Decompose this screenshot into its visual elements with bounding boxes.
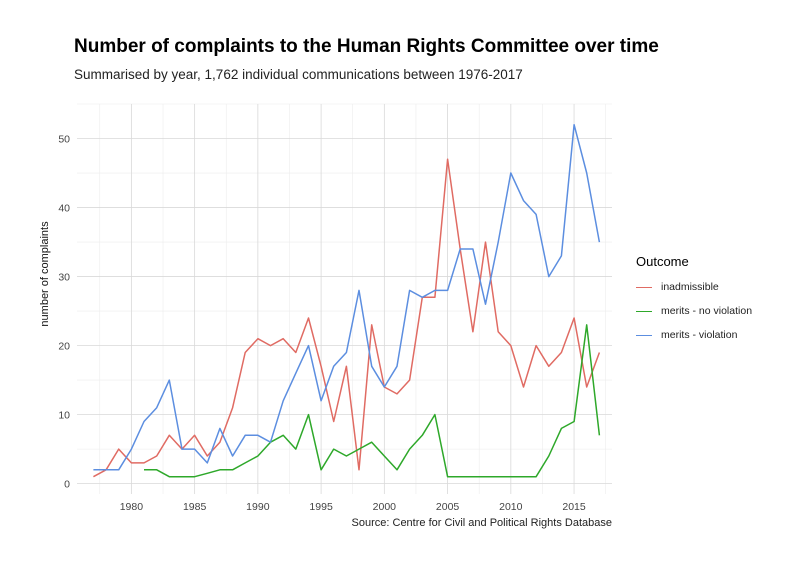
- legend-item: merits - violation: [636, 323, 752, 347]
- y-axis-tick-labels: 0 10 20 30 40 50: [58, 134, 70, 491]
- legend-key-line: [636, 334, 652, 336]
- x-tick-label: 2000: [373, 501, 397, 513]
- legend-items: inadmissible merits - no violation merits …: [636, 275, 752, 347]
- legend-title: Outcome: [636, 254, 689, 269]
- source-caption: Source: Centre for Civil and Political R…: [351, 517, 612, 529]
- y-tick-label: 50: [58, 134, 70, 146]
- y-tick-label: 20: [58, 341, 70, 353]
- legend-key-line: [636, 286, 652, 288]
- x-axis-tick-labels: 1980 1985 1990 1995 2000 2005 2010 2015: [120, 501, 586, 513]
- minor-gridlines: [77, 103, 612, 494]
- series-line-inadmissible: [93, 158, 601, 478]
- x-tick-label: 1990: [246, 501, 270, 513]
- y-axis-label: number of complaints: [39, 221, 51, 327]
- y-tick-label: 10: [58, 410, 70, 422]
- legend-item: inadmissible: [636, 275, 752, 299]
- x-tick-label: 2010: [499, 501, 523, 513]
- legend-label: merits - violation: [661, 329, 738, 341]
- x-tick-label: 1995: [309, 501, 333, 513]
- legend: Outcome inadmissible merits - no violatio…: [636, 254, 752, 347]
- x-tick-label: 2005: [436, 501, 460, 513]
- legend-item: merits - no violation: [636, 299, 752, 323]
- y-tick-label: 0: [64, 479, 70, 491]
- chart-subtitle: Summarised by year, 1,762 individual com…: [74, 67, 523, 82]
- series-line-merits-violation: [93, 123, 601, 471]
- legend-label: merits - no violation: [661, 305, 753, 317]
- legend-label: inadmissible: [661, 281, 719, 293]
- y-tick-label: 40: [58, 203, 70, 215]
- y-tick-label: 30: [58, 272, 70, 284]
- series-line-merits-no-violation: [144, 324, 601, 478]
- series-lines: [93, 123, 601, 478]
- legend-key-line: [636, 310, 652, 312]
- x-tick-label: 2015: [562, 501, 586, 513]
- x-tick-label: 1985: [183, 501, 207, 513]
- chart-title: Number of complaints to the Human Rights…: [74, 36, 659, 57]
- x-tick-label: 1980: [120, 501, 144, 513]
- major-gridlines: [77, 104, 612, 494]
